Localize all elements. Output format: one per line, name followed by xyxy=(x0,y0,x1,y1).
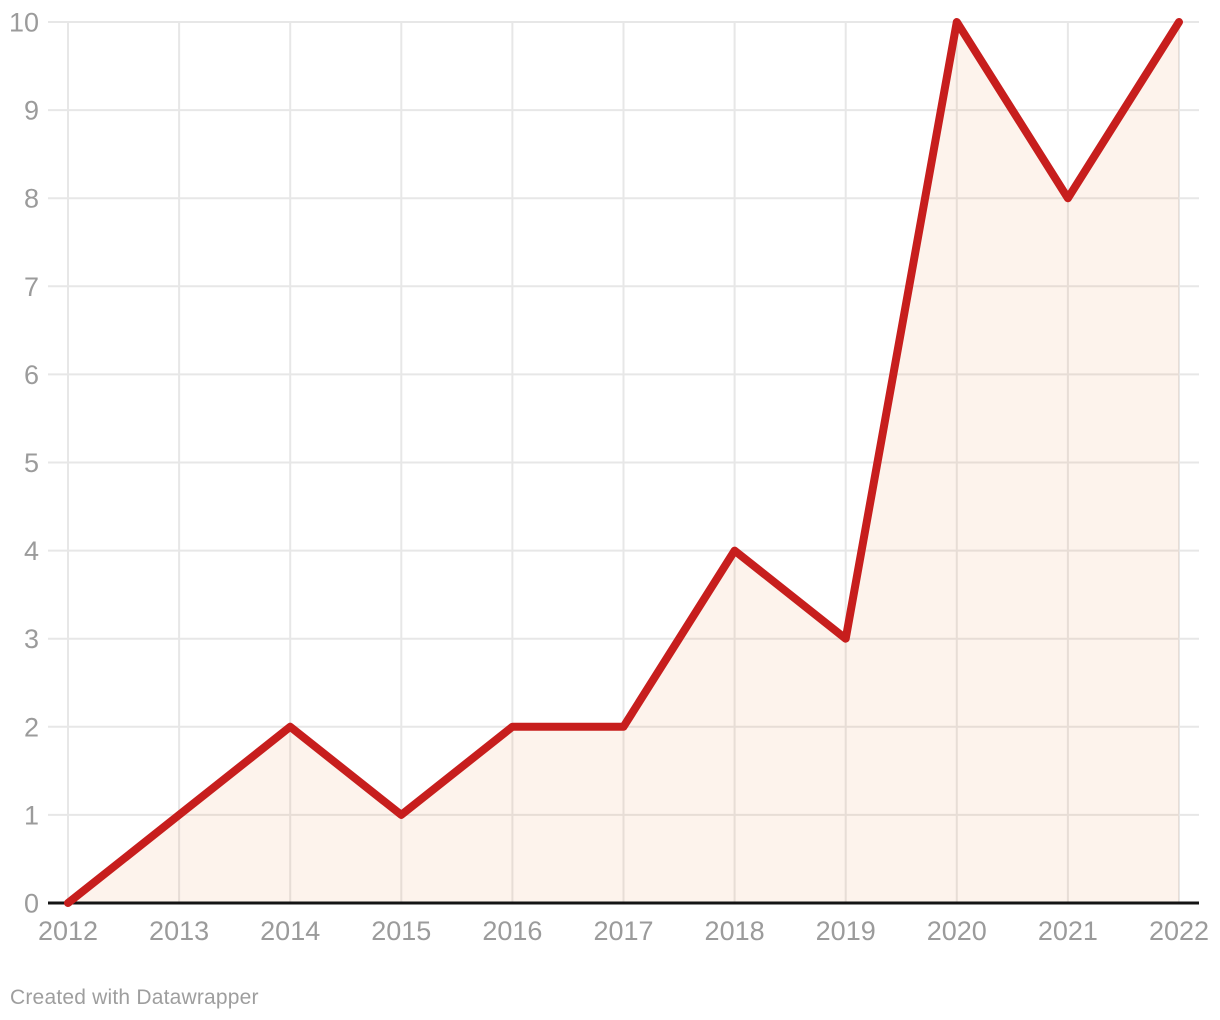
area-chart: 0 1 2 3 4 5 6 7 8 9 10 2012 2013 2014 2015 2016 2017 2018… xyxy=(9,7,1209,946)
y-tick-label: 0 xyxy=(24,888,39,918)
y-tick-label: 5 xyxy=(24,448,39,478)
y-tick-label: 10 xyxy=(9,7,39,37)
area-fill xyxy=(68,22,1179,903)
x-tick-label: 2021 xyxy=(1038,916,1098,946)
y-tick-label: 1 xyxy=(24,800,39,830)
x-tick-label: 2016 xyxy=(482,916,542,946)
data-line xyxy=(64,18,1183,907)
x-tick-label: 2015 xyxy=(371,916,431,946)
x-tick-label: 2018 xyxy=(705,916,765,946)
x-tick-label: 2013 xyxy=(149,916,209,946)
x-tick-label: 2019 xyxy=(816,916,876,946)
y-tick-label: 9 xyxy=(24,96,39,126)
y-tick-label: 8 xyxy=(24,184,39,214)
x-tick-label: 2022 xyxy=(1149,916,1209,946)
x-tick-label: 2020 xyxy=(927,916,987,946)
x-tick-label: 2017 xyxy=(593,916,653,946)
credit-line: Created with Datawrapper xyxy=(10,986,259,1009)
y-tick-label: 2 xyxy=(24,712,39,742)
y-tick-label: 4 xyxy=(24,536,39,566)
x-tick-label: 2014 xyxy=(260,916,320,946)
y-tick-label: 6 xyxy=(24,360,39,390)
y-tick-label: 7 xyxy=(24,272,39,302)
y-tick-label: 3 xyxy=(24,624,39,654)
x-tick-label: 2012 xyxy=(38,916,98,946)
